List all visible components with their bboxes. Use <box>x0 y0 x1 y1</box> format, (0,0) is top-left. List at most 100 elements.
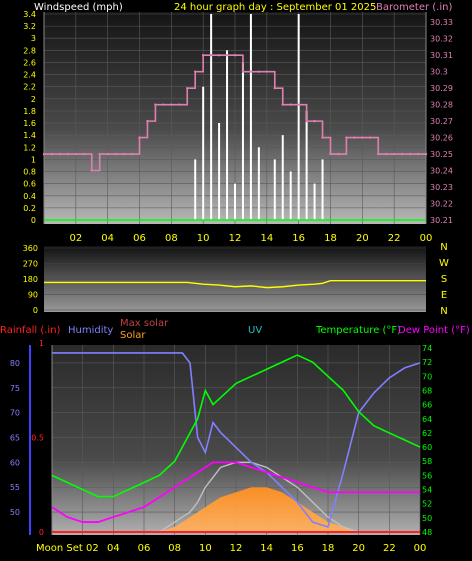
windspeed-title: Windspeed (mph) <box>34 2 123 13</box>
wind-x-tick-label: 16 <box>292 233 305 244</box>
barometer-y-tick-label: 30.21 <box>430 216 453 225</box>
wind-y-tick-label: 0.8 <box>23 168 36 177</box>
barometer-y-tick-label: 30.22 <box>430 200 453 209</box>
barometer-point <box>74 152 78 156</box>
barometer-point <box>114 152 117 156</box>
barometer-point <box>138 136 141 139</box>
barometer-point <box>369 136 372 139</box>
wind-x-tick-label: 20 <box>356 233 369 244</box>
wind-x-tick-label: 02 <box>69 233 82 244</box>
wind-x-tick-label: 10 <box>197 233 210 244</box>
wind-x-tick-label: 00 <box>420 233 433 244</box>
wind-y-tick-label: 1.4 <box>23 131 36 140</box>
barometer-point <box>345 136 348 139</box>
humidity-y-tick-label: 55 <box>10 483 20 492</box>
direction-y-tick-label: 270 <box>23 260 38 269</box>
barometer-y-tick-label: 30.3 <box>430 68 448 77</box>
barometer-point <box>289 103 292 106</box>
barometer-point <box>82 152 85 156</box>
barometer-point <box>329 152 332 156</box>
barometer-title: Barometer (.in) <box>376 2 452 13</box>
temperature-x-tick-label: 12 <box>230 543 243 554</box>
compass-label: E <box>441 290 447 301</box>
dew-point-line <box>51 461 420 523</box>
temperature-x-tick-label: 08 <box>168 543 181 554</box>
barometer-point <box>416 152 420 156</box>
temperature-y-tick-label: 70 <box>422 372 432 381</box>
wind-y-tick-label: 2.8 <box>23 46 36 55</box>
barometer-point <box>385 152 388 156</box>
barometer-y-tick-label: 30.26 <box>430 134 453 143</box>
direction-y-tick-label: 0 <box>33 306 38 315</box>
barometer-point <box>241 70 245 73</box>
rain-y-tick-label: 0.5 <box>31 434 44 443</box>
temperature-y-tick-label: 62 <box>422 429 432 438</box>
barometer-y-tick-label: 30.29 <box>430 84 453 93</box>
barometer-point <box>377 152 380 156</box>
wind-y-tick-label: 2.4 <box>23 71 36 80</box>
rainfall-label: Rainfall (.in) <box>0 325 61 336</box>
barometer-y-tick-label: 30.31 <box>430 51 453 60</box>
temperature-x-tick-label: 16 <box>291 543 304 554</box>
humidity-y-tick-label: 80 <box>10 359 20 368</box>
humidity-y-tick-label: 75 <box>10 384 20 393</box>
barometer-y-tick-label: 30.28 <box>430 101 453 110</box>
barometer-y-tick-label: 30.24 <box>430 167 453 176</box>
moon-set-label: Moon Set 02 <box>36 543 99 554</box>
wind-y-tick-label: 1.2 <box>23 143 36 152</box>
barometer-point <box>130 152 133 156</box>
barometer-point <box>424 152 428 156</box>
wind-y-tick-label: 0.4 <box>23 192 36 201</box>
temperature-x-tick-label: 04 <box>107 543 120 554</box>
direction-y-tick-label: 360 <box>23 244 38 253</box>
barometer-y-tick-label: 30.25 <box>430 150 453 159</box>
wind-x-tick-label: 22 <box>388 233 401 244</box>
barometer-point <box>66 152 70 156</box>
wind-y-tick-label: 0.6 <box>23 180 36 189</box>
rain-y-tick-label: 0 <box>39 528 44 537</box>
wind-y-tick-label: 0 <box>31 216 36 225</box>
barometer-point <box>313 119 316 123</box>
wind-x-tick-label: 18 <box>324 233 337 244</box>
humidity-label: Humidity <box>68 325 113 336</box>
barometer-point <box>233 54 237 57</box>
temperature-y-tick-label: 64 <box>422 415 432 424</box>
wind-x-tick-label: 12 <box>229 233 242 244</box>
temperature-x-tick-label: 14 <box>260 543 273 554</box>
compass-label: N <box>440 242 447 253</box>
dew-point-label: Dew Point (°F) <box>398 325 470 336</box>
temperature-x-tick-label: 22 <box>383 543 396 554</box>
barometer-point <box>353 136 356 139</box>
temperature-y-tick-label: 56 <box>422 471 432 480</box>
humidity-y-tick-label: 60 <box>10 458 20 467</box>
barometer-point <box>281 103 284 106</box>
barometer-point <box>154 103 157 106</box>
temperature-y-tick-label: 66 <box>422 401 432 410</box>
barometer-y-tick-label: 30.27 <box>430 117 453 126</box>
temperature-line <box>51 354 421 498</box>
barometer-point <box>50 152 54 156</box>
barometer-point <box>297 103 300 106</box>
barometer-point <box>408 152 412 156</box>
direction-y-tick-label: 180 <box>23 275 38 284</box>
humidity-y-tick-label: 50 <box>10 508 20 517</box>
wind-y-tick-label: 3.4 <box>23 10 36 19</box>
graph-date-title: 24 hour graph day : September 01 2025 <box>174 2 376 13</box>
barometer-point <box>321 136 324 139</box>
humidity-y-tick-label: 65 <box>10 434 20 443</box>
barometer-point <box>178 103 181 106</box>
uv-label: UV <box>248 325 262 336</box>
barometer-point <box>194 70 197 73</box>
temperature-x-tick-label: 18 <box>322 543 335 554</box>
wind-x-tick-label: 06 <box>133 233 146 244</box>
wind-y-tick-label: 2.2 <box>23 83 36 92</box>
rain-y-tick-label: 1 <box>39 339 44 348</box>
temperature-y-tick-label: 54 <box>422 486 432 495</box>
temperature-y-tick-label: 50 <box>422 514 432 523</box>
barometer-point <box>201 54 205 57</box>
barometer-point <box>337 152 340 156</box>
wind-direction-line <box>44 280 426 289</box>
barometer-point <box>305 119 308 123</box>
temperature-y-tick-label: 72 <box>422 358 432 367</box>
